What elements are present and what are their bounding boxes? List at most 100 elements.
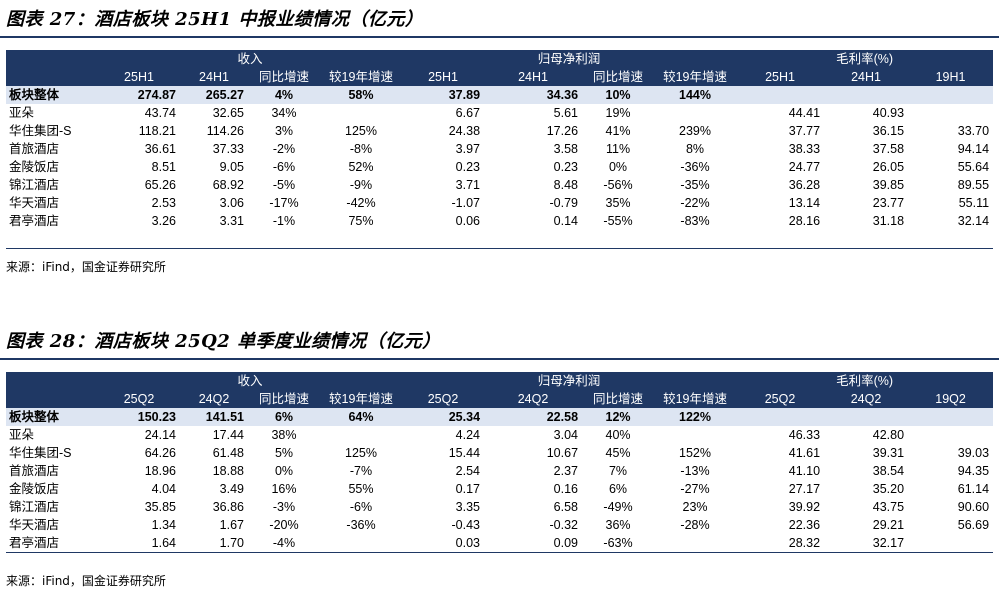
table-bottom-rule [6,552,993,553]
table-cell [908,86,994,104]
table-cell: 11% [605,142,631,156]
column-header: 24H1 [180,68,248,86]
table-cell: 3.97 [455,142,481,156]
table-cell: -63% [603,536,633,550]
table-cell: 17.44 [212,428,244,442]
table-cell: 22.58 [484,408,583,426]
table-cell: 24.77 [788,160,821,174]
table-cell: 55.11 [958,196,990,210]
table-block-28: 图表 28：酒店板块 25Q2 单季度业绩情况（亿元） 收入 归母净利润 毛利率… [0,322,999,606]
table-cell: 15.44 [448,446,481,460]
row-label: 首旅酒店 [9,464,60,478]
table-cell: 10% [582,86,655,104]
table-cell: 94.35 [957,464,990,478]
table-cell: 41.10 [788,464,821,478]
table-cell: 150.23 [98,408,180,426]
table-cell: 33.70 [957,124,990,138]
table-row: 华住集团-S 118.21 114.26 3% 125% 24.38 17.26 41% 239… [6,122,993,140]
table-cell: 32.14 [957,214,990,228]
table-cell: 122% [654,408,737,426]
column-header: 24Q2 [484,390,583,408]
table-cell [736,408,825,426]
table-cell: 24.14 [144,428,176,442]
table-cell: -0.43 [451,518,481,532]
row-label: 华天酒店 [9,196,60,210]
group-net-profit: 归母净利润 [402,372,737,390]
table-cell: 35% [605,196,631,210]
table-cell [654,534,736,552]
column-header: 同比增速 [582,390,655,408]
table-cell: 0.14 [553,214,579,228]
table-cell [736,86,825,104]
column-header: 25Q2 [402,390,485,408]
table-cell: 89.55 [957,178,990,192]
column-header: 较19年增速 [654,68,737,86]
table-cell: -0.79 [549,196,579,210]
column-header: 25Q2 [98,390,180,408]
table-cell: -6% [272,160,296,174]
table-cell: 1.34 [151,518,176,532]
table-cell: -17% [269,196,299,210]
table-cell: 4.04 [151,482,176,496]
group-gross-margin: 毛利率(%) [736,50,994,68]
column-header: 同比增速 [248,68,320,86]
table-cell: 17.26 [546,124,579,138]
table-cell: -36% [346,518,376,532]
table-cell: -6% [349,500,373,514]
table-cell: 36.28 [788,178,821,192]
table-cell: 125% [345,446,377,460]
data-table: 收入 归母净利润 毛利率(%) 25H1 24H1 同比增速 较19年增速 25… [6,50,994,230]
table-cell: 37.89 [402,86,485,104]
table-cell: 45% [605,446,631,460]
table-cell: -56% [603,178,633,192]
table-cell: 32.65 [212,106,244,120]
table-cell: 125% [345,124,377,138]
table-row: 首旅酒店 18.96 18.88 0% -7% 2.54 2.37 7% -13% 41.10 38… [6,462,993,480]
table-cell: 12% [582,408,655,426]
table-cell: 42.80 [872,428,905,442]
table-cell: 7% [608,464,628,478]
table-cell: 38.33 [788,142,821,156]
table-cell [908,104,993,122]
table-cell: 75% [348,214,374,228]
table-cell: 3.06 [219,196,244,210]
header-blank [6,372,98,390]
table-row: 华天酒店 2.53 3.06 -17% -42% -1.07 -0.79 35% -22% 13.… [6,194,993,212]
data-table: 收入 归母净利润 毛利率(%) 25Q2 24Q2 同比增速 较19年增速 25… [6,372,994,552]
table-cell: 9.05 [219,160,244,174]
table-cell: 37.77 [788,124,821,138]
table-cell: -55% [603,214,633,228]
table-row: 锦江酒店 35.85 36.86 -3% -6% 3.35 6.58 -49% 23% 39.92… [6,498,993,516]
table-cell: 1.67 [219,518,244,532]
row-label: 锦江酒店 [9,500,60,514]
table-cell: 23.77 [872,196,905,210]
table-cell: -36% [680,160,710,174]
table-cell: 18.88 [212,464,244,478]
table-cell: 32.17 [872,536,905,550]
table-row: 亚朵 24.14 17.44 38% 4.24 3.04 40% 46.33 42.80 [6,426,993,444]
table-cell: -8% [349,142,373,156]
table-cell: -4% [272,536,296,550]
table-cell: 43.75 [872,500,905,514]
table-cell: 0.03 [455,536,481,550]
title-divider [0,36,999,38]
table-row: 华住集团-S 64.26 61.48 5% 125% 15.44 10.67 45% 152% 4… [6,444,993,462]
table-cell: 39.92 [788,500,821,514]
table-cell: 31.18 [872,214,905,228]
table-cell [654,104,736,122]
table-cell: 0.17 [455,482,481,496]
table-row: 首旅酒店 36.61 37.33 -2% -8% 3.97 3.58 11% 8% 38.33 37… [6,140,993,158]
table-cell: 8.48 [553,178,579,192]
table-cell: 64% [320,408,403,426]
table-cell: -20% [269,518,299,532]
table-cell: 265.27 [180,86,248,104]
column-header: 25H1 [98,68,180,86]
row-label: 首旅酒店 [9,142,60,156]
table-cell: -0.32 [549,518,579,532]
table-cell: 0.16 [553,482,579,496]
table-title: 图表 28：酒店板块 25Q2 单季度业绩情况（亿元） [6,331,441,352]
table-cell: 4% [248,86,320,104]
table-cell: 29.21 [872,518,905,532]
table-cell: -2% [272,142,296,156]
table-cell [908,534,993,552]
